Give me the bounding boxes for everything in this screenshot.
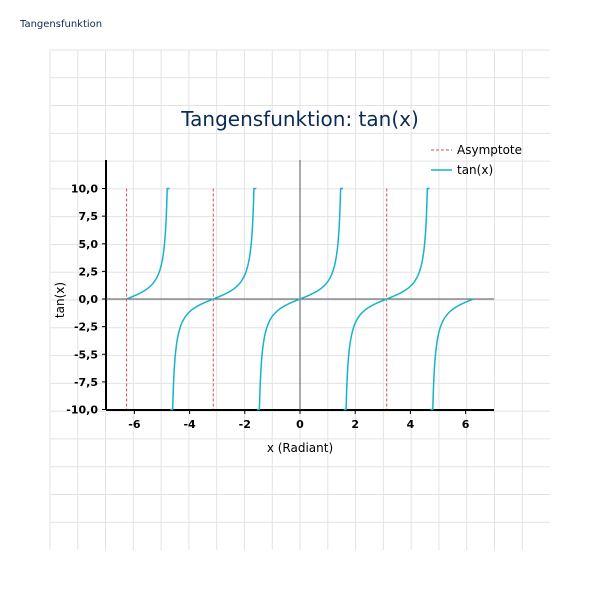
- x-tick-label: -6: [128, 418, 141, 431]
- x-tick-label: -2: [239, 418, 251, 431]
- chart-title: Tangensfunktion: tan(x): [180, 107, 419, 131]
- x-tick-label: 0: [296, 418, 304, 431]
- axes: [105, 160, 494, 411]
- y-tick-label: 7,5: [79, 210, 99, 223]
- y-tick-label: 10,0: [71, 183, 98, 196]
- x-tick-label: 4: [407, 418, 415, 431]
- y-tick-label: -2,5: [74, 321, 98, 334]
- y-tick-label: -10,0: [66, 404, 98, 417]
- tan-curve-branch: [343, 187, 430, 411]
- y-tick-label: -5,5: [74, 348, 98, 361]
- tan-curves: [126, 187, 474, 411]
- page-label: Tangensfunktion: [20, 19, 103, 30]
- legend-asymptote-label: Asymptote: [457, 143, 522, 157]
- tan-curve-branch: [256, 187, 344, 411]
- y-axis-label: tan(x): [53, 282, 67, 318]
- x-axis-label: x (Radiant): [267, 441, 333, 455]
- y-tick-label: 0,0: [79, 293, 99, 306]
- tan-curve-branch: [430, 298, 474, 411]
- x-tick-label: -4: [183, 418, 196, 431]
- y-tick-label: -7,5: [74, 376, 98, 389]
- legend: Asymptote tan(x): [431, 143, 522, 177]
- y-tick-label: 5,0: [79, 238, 99, 251]
- tick-labels: -6 -4 -2 0 2 4 6 10,0 7,5 5,0 2,5 0,0 -2,5 -5,5 -7,5 -1…: [66, 183, 469, 432]
- x-tick-label: 2: [351, 418, 359, 431]
- tan-curve-branch: [126, 187, 170, 300]
- x-tick-label: 6: [462, 418, 470, 431]
- y-tick-label: 2,5: [79, 265, 99, 278]
- tan-curve-branch: [170, 187, 257, 411]
- legend-tan-label: tan(x): [457, 163, 493, 177]
